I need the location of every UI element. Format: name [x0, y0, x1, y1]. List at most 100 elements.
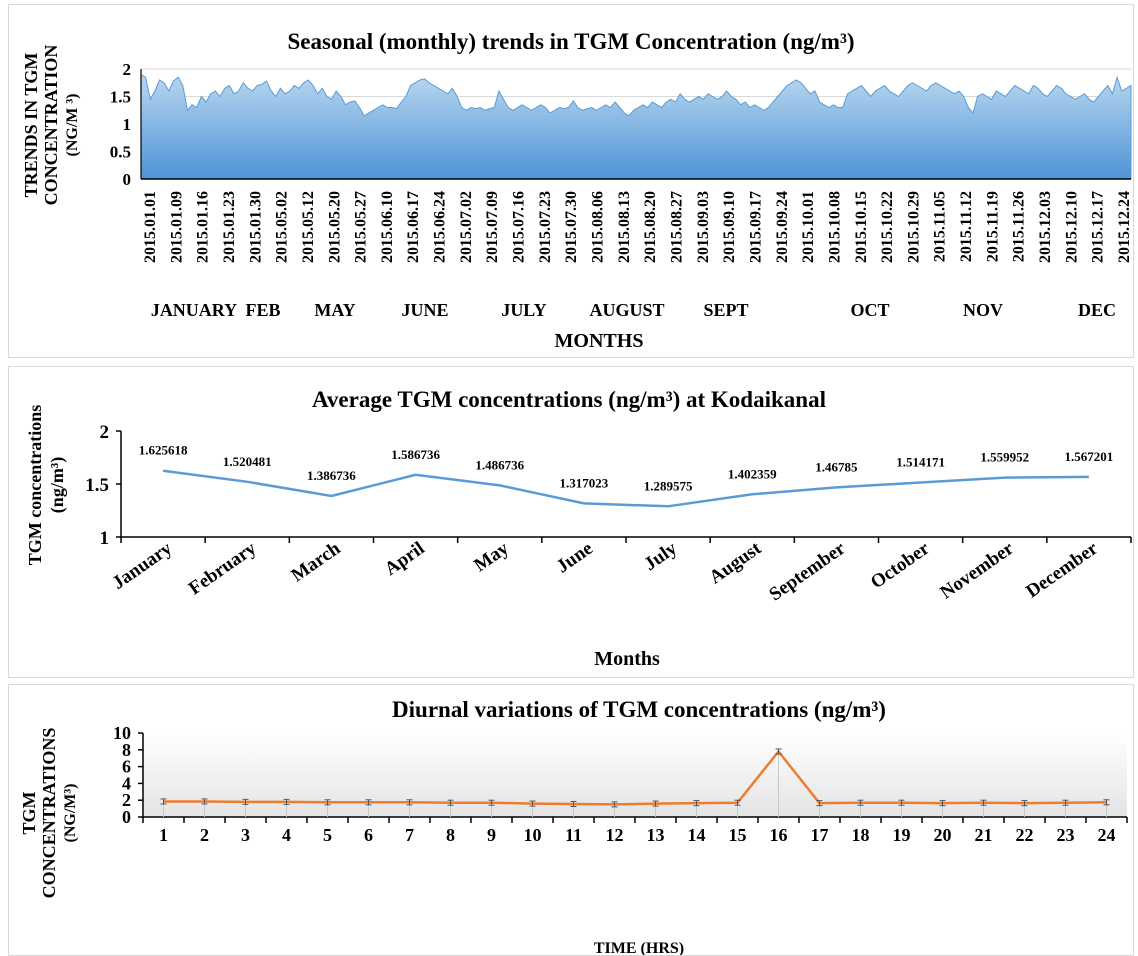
x-tick-label: June [553, 538, 597, 578]
x-tick-label: July [640, 538, 681, 575]
x-tick-label: 2015.01.23 [221, 191, 238, 263]
x-tick-label: 19 [893, 825, 911, 845]
diurnal-variation-chart: Diurnal variations of TGM concentrations… [19, 697, 1128, 955]
x-tick-label: 2015.10.08 [826, 191, 843, 263]
x-tick-label: 22 [1016, 825, 1034, 845]
y-tick-label: 1 [100, 528, 110, 549]
x-tick-label: 2015.07.02 [458, 191, 475, 263]
y-axis-title-line3: (NG/M ³) [64, 94, 81, 157]
x-tick-label: 2015.01.16 [195, 191, 212, 263]
y-axis-title-line1: TRENDS IN TGM [21, 53, 41, 198]
x-tick-label: 2015.07.09 [484, 191, 501, 263]
x-tick-label: January [109, 538, 177, 594]
y-axis-title-line2: (ng/m³) [47, 457, 68, 513]
x-tick-label: 11 [565, 825, 582, 845]
y-axis-title-line1: TGM concentrations [25, 405, 45, 565]
x-tick-label: April [381, 538, 428, 580]
x-tick-label: 13 [647, 825, 665, 845]
x-tick-label: 2015.09.24 [774, 191, 791, 263]
x-tick-label: 2015.12.03 [1037, 191, 1054, 263]
y-tick-label: 1 [123, 115, 132, 134]
x-tick-label: 2015.05.02 [274, 191, 291, 263]
x-tick-label: 12 [606, 825, 624, 845]
month-label: OCT [850, 300, 889, 320]
month-label: AUGUST [589, 300, 664, 320]
x-tick-label: 2015.09.17 [748, 191, 765, 263]
x-tick-label: 2015.08.27 [669, 191, 686, 263]
seasonal-trend-chart: Seasonal (monthly) trends in TGM Concent… [21, 29, 1133, 352]
average-line [162, 469, 1089, 508]
data-label: 1.559952 [980, 450, 1029, 465]
x-tick-label: September [765, 538, 849, 606]
x-axis-title: MONTHS [555, 330, 644, 352]
y-tick-label: 6 [122, 757, 131, 777]
data-label: 1.289575 [644, 478, 693, 493]
y-tick-label: 2 [122, 790, 131, 810]
x-tick-label: 15 [729, 825, 747, 845]
data-label: 1.46785 [815, 459, 858, 474]
chart-title: Average TGM concentrations (ng/m³) at Ko… [312, 387, 826, 412]
y-axis-title-line2: CONCENTRATION [41, 45, 61, 206]
x-tick-label: 6 [364, 825, 373, 845]
x-tick-label: 7 [405, 825, 414, 845]
x-axis-title: Months [594, 648, 660, 670]
data-label: 1.402359 [728, 466, 777, 481]
month-label: JUNE [401, 300, 448, 320]
month-label: NOV [963, 300, 1003, 320]
x-tick-label: 2015.09.10 [721, 191, 738, 263]
y-axis-title-line2: CONCENTRATIONS [39, 728, 59, 899]
x-tick-label: 1 [159, 825, 168, 845]
x-tick-label: 24 [1098, 825, 1116, 845]
x-tick-label: 2015.10.01 [800, 191, 817, 263]
x-tick-label: 9 [487, 825, 496, 845]
x-tick-label: December [1022, 538, 1102, 603]
chart-title: Diurnal variations of TGM concentrations… [392, 697, 886, 722]
data-label: 1.386736 [307, 468, 356, 483]
x-tick-label: 4 [282, 825, 291, 845]
data-label: 1.520481 [223, 454, 272, 469]
x-tick-label: 20 [934, 825, 952, 845]
y-tick-label: 0.5 [110, 143, 131, 162]
seasonal-trend-chart-panel: Seasonal (monthly) trends in TGM Concent… [8, 4, 1134, 358]
x-tick-label: 2015.12.17 [1090, 191, 1107, 263]
trend-area [140, 73, 1132, 180]
x-tick-label: 2015.08.20 [642, 191, 659, 263]
x-tick-label: 14 [688, 825, 706, 845]
data-label: 1.586736 [391, 447, 440, 462]
data-label: 1.567201 [1065, 449, 1114, 464]
x-tick-label: 2015.08.06 [590, 191, 607, 263]
month-label: DEC [1078, 300, 1116, 320]
x-tick-label: 2015.05.20 [326, 191, 343, 263]
x-tick-label: February [185, 538, 261, 600]
data-label: 1.514171 [896, 455, 945, 470]
x-tick-label: 2015.07.23 [537, 191, 554, 263]
x-tick-label: November [936, 538, 1018, 604]
x-tick-label: 2015.06.24 [432, 191, 449, 263]
y-tick-label: 10 [113, 723, 131, 743]
x-tick-label: 8 [446, 825, 455, 845]
x-tick-label: 2015.09.03 [695, 191, 712, 263]
x-tick-label: 23 [1057, 825, 1075, 845]
x-tick-label: 10 [524, 825, 542, 845]
x-tick-label: October [867, 538, 934, 594]
chart-title: Seasonal (monthly) trends in TGM Concent… [287, 29, 854, 54]
x-tick-label: 3 [241, 825, 250, 845]
x-tick-label: 2015.08.13 [616, 191, 633, 263]
x-tick-label: 2015.10.22 [879, 191, 896, 263]
x-tick-label: 2015.05.27 [353, 191, 370, 263]
x-tick-label: August [706, 538, 766, 589]
x-tick-label: 2015.11.19 [984, 191, 1001, 262]
x-tick-label: March [288, 538, 345, 587]
month-label: MAY [314, 300, 355, 320]
y-tick-label: 1.5 [110, 88, 131, 107]
x-tick-label: 2015.07.30 [563, 191, 580, 263]
data-label: 1.625618 [139, 443, 188, 458]
month-label: FEB [245, 300, 280, 320]
x-tick-label: 2015.01.09 [168, 191, 185, 263]
month-label: SEPT [703, 300, 748, 320]
x-tick-label: 21 [975, 825, 993, 845]
y-tick-label: 8 [122, 740, 131, 760]
x-tick-label: 2015.07.16 [511, 191, 528, 263]
y-tick-label: 0 [122, 807, 131, 827]
y-tick-label: 4 [122, 773, 131, 793]
